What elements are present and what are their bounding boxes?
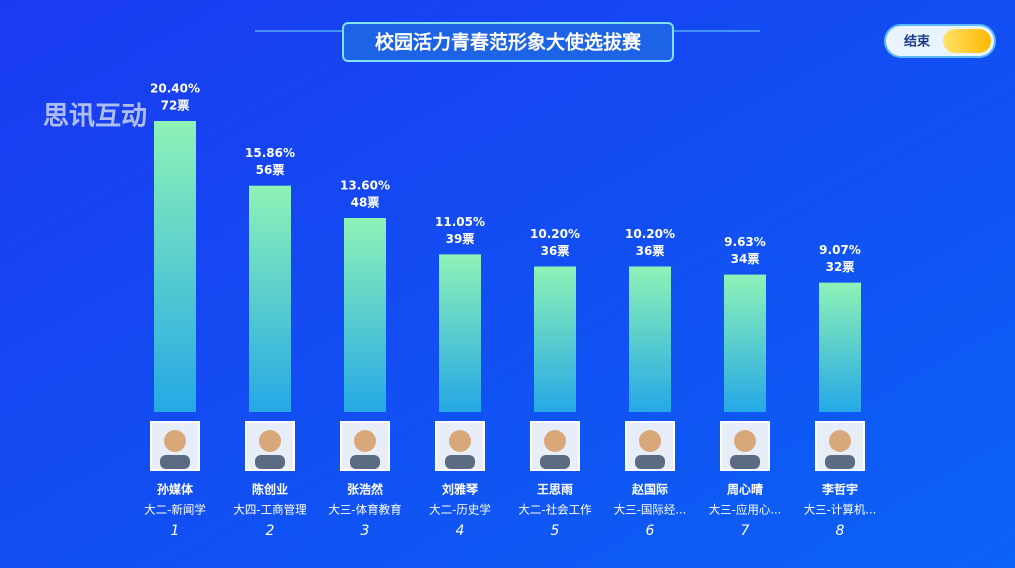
value-label: 36票 bbox=[636, 244, 665, 258]
rank: 8 bbox=[836, 523, 845, 539]
avatar-head bbox=[639, 430, 661, 452]
candidate-name: 赵国际 bbox=[631, 482, 668, 497]
percent-label: 15.86% bbox=[245, 146, 295, 160]
value-label: 36票 bbox=[541, 244, 570, 258]
percent-label: 20.40% bbox=[150, 82, 200, 96]
rank: 7 bbox=[741, 523, 750, 539]
candidate-info: 大三-体育教育 bbox=[328, 503, 401, 517]
avatar-body bbox=[540, 455, 570, 469]
avatar-body bbox=[635, 455, 665, 469]
button-label[interactable]: 结束 bbox=[904, 34, 931, 50]
candidate-info: 大三-计算机... bbox=[804, 503, 877, 517]
candidate-name: 刘雅琴 bbox=[442, 482, 479, 497]
avatar-head bbox=[164, 430, 186, 452]
candidate-name: 李哲宇 bbox=[821, 482, 858, 497]
rank: 2 bbox=[266, 523, 275, 539]
end-button[interactable]: 结束 bbox=[884, 24, 996, 58]
candidate-name: 王思雨 bbox=[537, 483, 573, 497]
candidate-info: 大三-国际经... bbox=[614, 503, 687, 517]
bar bbox=[439, 254, 481, 412]
candidate-name: 陈创业 bbox=[252, 482, 288, 497]
bar bbox=[344, 218, 386, 412]
avatar-head bbox=[259, 430, 281, 452]
rank: 3 bbox=[361, 523, 370, 539]
rank: 4 bbox=[456, 523, 465, 539]
candidate-name: 孙媒体 bbox=[157, 482, 194, 497]
title-box bbox=[342, 22, 674, 62]
candidate-name: 张浩然 bbox=[347, 482, 383, 497]
bar bbox=[534, 266, 576, 412]
candidate-name: 周心晴 bbox=[727, 482, 763, 497]
percent-label: 10.20% bbox=[625, 227, 675, 241]
avatar-body bbox=[350, 455, 380, 469]
value-label: 32票 bbox=[826, 260, 855, 274]
avatar-head bbox=[829, 430, 851, 452]
candidate-info: 大四-工商管理 bbox=[233, 503, 307, 517]
avatar-body bbox=[160, 455, 190, 469]
percent-label: 11.05% bbox=[435, 215, 485, 229]
bar bbox=[249, 185, 291, 412]
candidate-info: 大二-历史学 bbox=[429, 503, 491, 517]
button-knob[interactable] bbox=[943, 29, 991, 53]
bar bbox=[629, 266, 671, 412]
rank: 1 bbox=[171, 523, 180, 539]
percent-label: 9.07% bbox=[819, 243, 861, 257]
bar bbox=[724, 274, 766, 412]
value-label: 48票 bbox=[351, 196, 380, 210]
avatar-body bbox=[255, 455, 285, 469]
avatar-body bbox=[730, 455, 760, 469]
percent-label: 9.63% bbox=[724, 235, 766, 249]
title: 校园活力青春范形象大使选拔赛 bbox=[375, 31, 642, 54]
avatar-body bbox=[445, 455, 475, 469]
avatar-head bbox=[354, 430, 376, 452]
value-label: 56票 bbox=[256, 163, 285, 177]
avatar-body bbox=[825, 455, 855, 469]
bar bbox=[154, 121, 196, 412]
avatar-head bbox=[449, 430, 471, 452]
rank: 6 bbox=[646, 523, 655, 539]
rank: 5 bbox=[551, 523, 560, 539]
candidate-info: 大三-应用心... bbox=[709, 503, 782, 517]
percent-label: 13.60% bbox=[340, 179, 390, 193]
bar bbox=[819, 282, 861, 412]
value-label: 39票 bbox=[446, 232, 475, 246]
avatar-head bbox=[734, 430, 756, 452]
value-label: 34票 bbox=[731, 252, 760, 266]
watermark: 思讯互动 bbox=[43, 102, 147, 132]
percent-label: 10.20% bbox=[530, 227, 580, 241]
avatar-head bbox=[544, 430, 566, 452]
candidate-info: 大二-社会工作 bbox=[518, 503, 592, 517]
value-label: 72票 bbox=[161, 99, 190, 113]
candidate-info: 大二-新闻学 bbox=[144, 503, 206, 517]
